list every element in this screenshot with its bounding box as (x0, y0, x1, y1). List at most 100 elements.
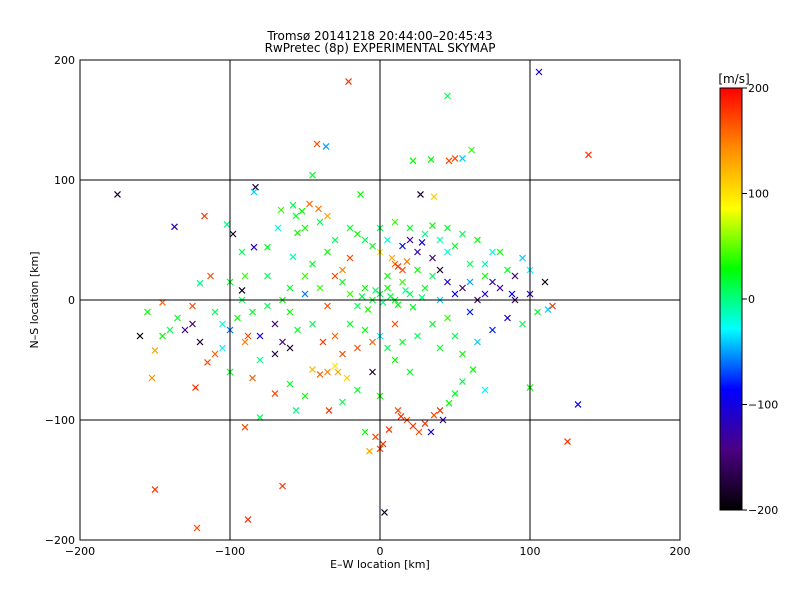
data-point (181, 326, 189, 334)
data-point (418, 238, 426, 246)
data-point (324, 302, 331, 310)
colorbar-tick-label: −100 (748, 399, 778, 412)
data-point (292, 212, 300, 220)
data-point (384, 272, 391, 280)
data-point (114, 190, 121, 198)
y-tick-label: 200 (54, 54, 75, 67)
data-point (387, 292, 394, 300)
data-point (331, 272, 339, 280)
data-point (277, 206, 285, 214)
data-point (384, 284, 391, 292)
data-point (445, 399, 453, 407)
data-point (444, 278, 451, 286)
data-point (391, 356, 399, 364)
data-point (397, 412, 405, 420)
data-point (256, 356, 264, 364)
data-point (466, 260, 474, 268)
data-point (309, 366, 316, 374)
data-point (301, 392, 309, 400)
data-point (229, 230, 237, 238)
data-point (271, 350, 279, 358)
data-point (274, 224, 282, 232)
data-point (519, 320, 526, 328)
data-points (114, 68, 592, 532)
data-point (511, 272, 519, 280)
data-point (409, 157, 417, 165)
data-point (292, 406, 300, 414)
data-point (286, 284, 294, 292)
x-tick-label: 200 (670, 545, 691, 558)
data-point (301, 290, 309, 298)
data-point (429, 222, 436, 230)
data-point (489, 278, 496, 286)
data-point (241, 272, 249, 280)
x-axis-ticks: −200 −100 0 100 200 (65, 534, 691, 558)
grid-lines (80, 60, 680, 540)
data-point (244, 516, 252, 524)
data-point (354, 230, 361, 238)
data-point (207, 272, 214, 280)
data-point (271, 320, 279, 328)
y-tick-label: −100 (45, 414, 75, 427)
data-point (436, 236, 444, 244)
data-point (136, 332, 144, 340)
data-point (354, 386, 361, 394)
x-tick-label: 100 (520, 545, 541, 558)
data-point (429, 320, 436, 328)
data-point (444, 248, 451, 256)
data-point (301, 224, 309, 232)
data-point (252, 183, 259, 191)
data-point (289, 201, 297, 209)
data-point (286, 308, 294, 316)
data-point (372, 286, 379, 294)
data-point (388, 254, 396, 262)
data-point (444, 314, 451, 322)
data-point (427, 156, 435, 164)
data-point (564, 438, 571, 446)
colorbar-label: [m/s] (718, 72, 749, 86)
data-point (294, 229, 301, 237)
data-point (219, 320, 226, 328)
x-tick-label: −100 (215, 545, 245, 558)
data-point (241, 423, 249, 431)
data-point (174, 314, 181, 322)
data-point (219, 344, 226, 352)
data-point (361, 428, 369, 436)
data-point (331, 362, 339, 370)
data-point (324, 212, 331, 220)
data-point (384, 344, 391, 352)
colorbar-ticks: 200 100 0 −100 −200 (742, 82, 778, 517)
data-point (211, 308, 219, 316)
data-point (406, 236, 414, 244)
data-point (196, 279, 204, 287)
data-point (585, 151, 592, 159)
data-point (361, 326, 369, 334)
data-point (394, 301, 402, 309)
y-tick-label: 100 (54, 174, 75, 187)
data-point (369, 338, 376, 346)
data-point (430, 411, 438, 419)
data-point (334, 368, 342, 376)
data-point (504, 314, 511, 322)
data-point (325, 406, 333, 414)
data-point (166, 326, 174, 334)
data-point (264, 243, 271, 251)
data-point (391, 320, 399, 328)
data-point (358, 292, 366, 300)
data-point (324, 248, 331, 256)
data-point (316, 284, 324, 292)
data-point (414, 248, 421, 256)
data-point (474, 236, 481, 244)
data-point (238, 248, 246, 256)
data-point (406, 290, 414, 298)
y-tick-label: −200 (45, 534, 75, 547)
data-point (459, 350, 466, 358)
data-point (519, 254, 526, 262)
data-point (474, 338, 481, 346)
data-point (399, 242, 406, 250)
data-point (289, 253, 297, 261)
data-point (319, 338, 327, 346)
data-point (286, 344, 294, 352)
data-point (436, 406, 444, 414)
data-point (294, 326, 301, 334)
